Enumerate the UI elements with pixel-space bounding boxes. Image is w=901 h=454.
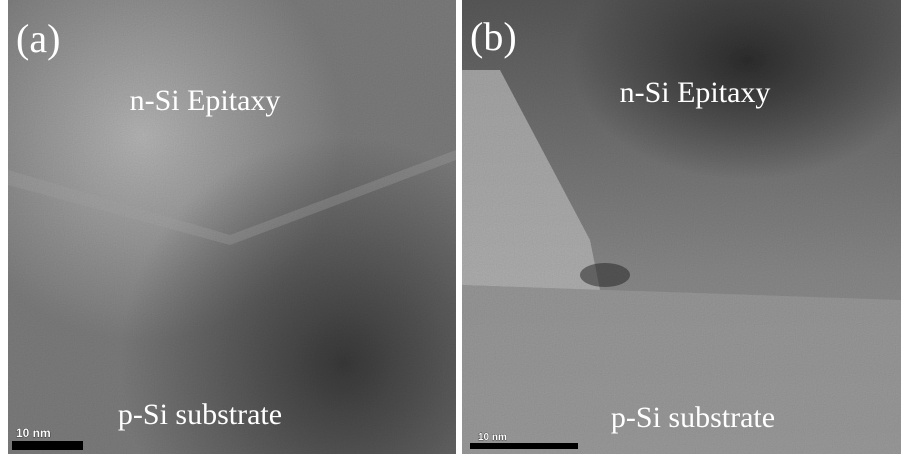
scale-bar-label: 10 nm <box>16 426 51 440</box>
panel-label: (a) <box>16 16 60 61</box>
scale-bar-label: 10 nm <box>478 432 507 443</box>
panel-label: (b) <box>470 14 517 59</box>
scale-bar <box>12 441 83 450</box>
panel-b: (b) n-Si Epitaxy p-Si substrate 10 nm <box>462 0 901 454</box>
region-label: p-Si substrate <box>611 401 775 434</box>
region-label: n-Si Epitaxy <box>620 76 771 109</box>
figure: (a) n-Si Epitaxy p-Si substrate 10 nm (b… <box>0 0 901 454</box>
region-label: n-Si Epitaxy <box>130 84 281 117</box>
region-label: p-Si substrate <box>118 398 282 431</box>
scale-bar <box>470 443 578 449</box>
panel-a: (a) n-Si Epitaxy p-Si substrate 10 nm <box>8 0 456 454</box>
